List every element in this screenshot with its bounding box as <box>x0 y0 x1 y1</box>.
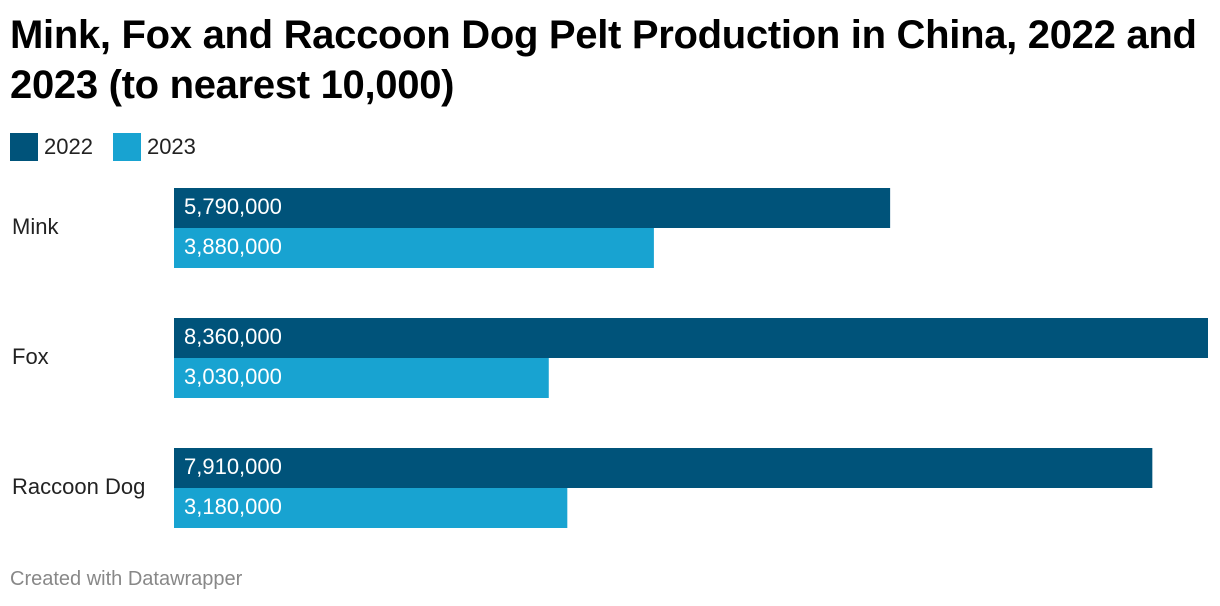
legend-swatch-2022 <box>10 133 38 161</box>
legend-label-2022: 2022 <box>44 134 93 159</box>
value-label-fox-2023: 3,030,000 <box>184 364 282 389</box>
category-label-raccoon-dog: Raccoon Dog <box>12 474 145 499</box>
legend-item-2022: 2022 <box>10 133 93 161</box>
chart-title: Mink, Fox and Raccoon Dog Pelt Productio… <box>10 13 1197 107</box>
bar-raccoon-dog-2022 <box>174 448 1153 488</box>
bar-fox-2022 <box>174 318 1208 358</box>
bar-fox-2023 <box>174 358 549 398</box>
bar-raccoon-dog-2023 <box>174 488 568 528</box>
legend-label-2023: 2023 <box>146 134 196 159</box>
bar-mink-2023 <box>174 228 654 268</box>
footer-credit: Created with Datawrapper <box>10 568 243 590</box>
value-label-fox-2022: 8,360,000 <box>184 324 282 349</box>
category-label-mink: Mink <box>12 214 59 239</box>
value-label-mink-2023: 3,880,000 <box>184 234 282 259</box>
category-label-fox: Fox <box>12 344 49 369</box>
value-label-raccoon-dog-2022: 7,910,000 <box>184 454 282 479</box>
value-label-raccoon-dog-2023: 3,180,000 <box>184 494 282 519</box>
value-label-mink-2022: 5,790,000 <box>184 194 282 219</box>
legend-item-2023: 2023 <box>112 133 196 161</box>
legend: 2022 2023 <box>10 132 216 162</box>
legend-swatch-2023 <box>112 133 141 161</box>
bar-mink-2022 <box>174 188 891 228</box>
